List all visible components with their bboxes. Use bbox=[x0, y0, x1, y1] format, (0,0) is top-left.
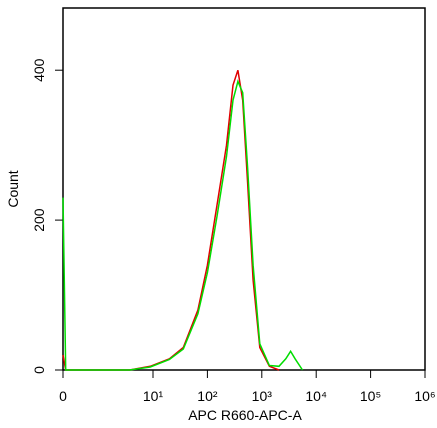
y-tick-label: 400 bbox=[31, 58, 47, 82]
x-tick-label: 10³ bbox=[252, 388, 273, 404]
x-tick-label: 10⁶ bbox=[414, 388, 435, 404]
y-tick-label: 200 bbox=[31, 208, 47, 232]
x-tick-label: 10¹ bbox=[143, 388, 164, 404]
y-axis-label: Count bbox=[5, 170, 21, 207]
x-tick-label: 10⁵ bbox=[360, 388, 381, 404]
y-tick-label: 0 bbox=[31, 366, 47, 374]
x-axis-label: APC R660-APC-A bbox=[188, 407, 302, 423]
x-tick-label: 10⁴ bbox=[305, 388, 327, 404]
plot-frame bbox=[62, 7, 426, 371]
histogram-line bbox=[62, 69, 280, 371]
histogram-line bbox=[62, 79, 304, 371]
x-tick-label: 10² bbox=[197, 388, 218, 404]
x-tick-label: 0 bbox=[59, 388, 67, 404]
